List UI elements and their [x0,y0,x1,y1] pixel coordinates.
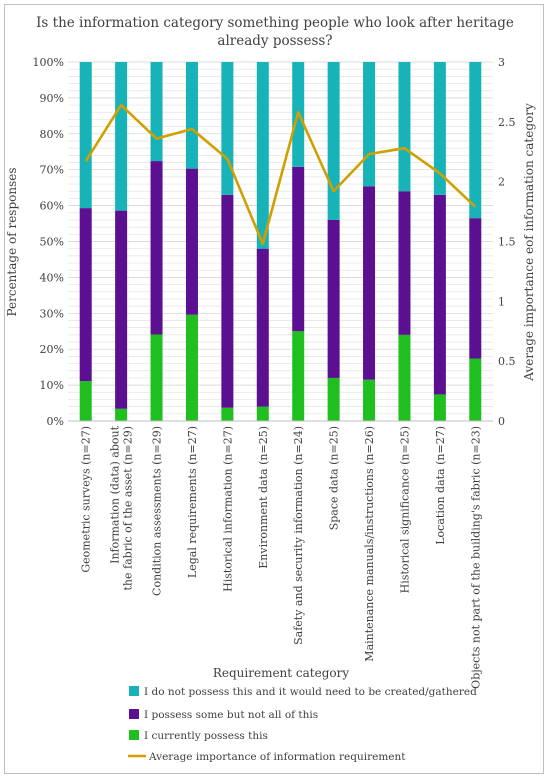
y-tick-label: 20% [40,343,64,356]
y-axis-left: 0% 10% 20% 30% 40% 50% 60% 70% 80% 90% 100% [33,56,64,428]
y2-tick-label: 2 [498,176,505,189]
bar-segment-1 [256,248,269,407]
y2-tick-label: 1 [498,295,505,308]
y-tick-label: 50% [40,236,64,249]
bar-segment-0 [221,407,234,421]
bar-segment-2 [115,62,128,211]
bar-segment-1 [469,218,482,359]
bar-segment-0 [363,379,376,421]
bar-segment-1 [115,210,128,409]
bar-segment-0 [398,334,411,421]
x-tick-label: Historical significance (n=25) [398,426,411,593]
bar-segment-2 [221,62,234,195]
y-tick-label: 70% [40,164,64,177]
x-tick-label: Historical information (n=27) [221,426,234,592]
bar-segment-1 [221,194,234,408]
chart-frame [4,4,544,774]
y2-axis-title: Average importance eof information categ… [522,103,536,382]
chart-title-line-2: already possess? [217,33,332,49]
legend-label: Average importance of information requir… [148,751,406,763]
x-tick-label: Safety and security information (n=24) [292,426,305,645]
chart-title-line-1: Is the information category something pe… [36,15,514,31]
x-tick-label: Environment data (n=25) [257,426,270,569]
y-tick-label: 90% [40,92,64,105]
importance-line [84,103,477,246]
bars [79,62,482,421]
legend-label: I currently possess this [144,730,268,742]
x-axis-title: Requirement category [213,666,350,680]
y-tick-label: 100% [33,56,64,69]
x-tick-label: Location data (n=27) [434,426,447,545]
bar-segment-0 [433,394,446,421]
x-tick-label: Geometric surveys (n=27) [80,426,93,573]
y2-tick-label: 3 [498,56,505,69]
bar-segment-2 [150,62,163,162]
bar-segment-2 [469,62,482,219]
legend-label: I do not possess this and it would need … [144,686,477,698]
y-axis-right: 0 0.5 1 1.5 2 2.5 3 [498,56,516,428]
bar-segment-0 [79,381,92,421]
bar-segment-1 [150,161,163,335]
x-tick-label: Information (data) about [109,425,122,563]
legend-label: I possess some but not all of this [144,709,318,721]
y2-tick-label: 1.5 [498,236,516,249]
bar-segment-1 [398,191,411,335]
importance-line-path [84,103,477,246]
y-tick-label: 30% [40,307,64,320]
x-tick-label: Space data (n=25) [328,426,341,530]
bar-segment-1 [363,186,376,380]
y2-tick-label: 0 [498,415,505,428]
bar-segment-2 [185,62,198,169]
bar-segment-0 [327,377,340,421]
bar-segment-0 [150,334,163,421]
y2-tick-label: 0.5 [498,355,516,368]
legend-swatch [129,709,139,719]
y2-tick-label: 2.5 [498,116,516,129]
bar-segment-2 [433,62,446,195]
legend-swatch [129,730,139,740]
legend-swatch [129,686,139,696]
bar-segment-1 [433,194,446,395]
bar-segment-1 [185,168,198,315]
bar-segment-1 [79,208,92,382]
bar-segment-2 [256,62,269,249]
y-tick-label: 60% [40,200,64,213]
bar-segment-1 [292,166,305,332]
bar-segment-2 [79,62,92,209]
bar-segment-0 [292,331,305,421]
y-tick-label: 80% [40,128,64,141]
x-tick-label: the fabric of the asset (n=29) [122,426,135,590]
x-tick-label: Legal requirements (n=27) [186,426,199,578]
x-tick-label: Maintenance manuals/instructions (n=26) [363,426,376,662]
bar-segment-2 [327,62,340,220]
bar-segment-0 [185,314,198,421]
bar-segment-0 [469,358,482,421]
bar-segment-2 [363,62,376,187]
x-tick-label: Condition assessments (n=29) [151,426,164,596]
x-tick-label: Objects not part of the building's fabri… [469,426,482,689]
bar-segment-2 [398,62,411,192]
legend: I do not possess this and it would need … [128,686,477,763]
y-tick-label: 0% [47,415,64,428]
bar-segment-1 [327,219,340,378]
y-axis-title: Percentage of responses [5,167,19,316]
bar-segment-0 [256,406,269,421]
x-axis: Geometric surveys (n=27) Information (dat… [68,420,493,689]
y-tick-label: 10% [40,379,64,392]
bar-segment-0 [115,408,128,421]
y-tick-label: 40% [40,271,64,284]
